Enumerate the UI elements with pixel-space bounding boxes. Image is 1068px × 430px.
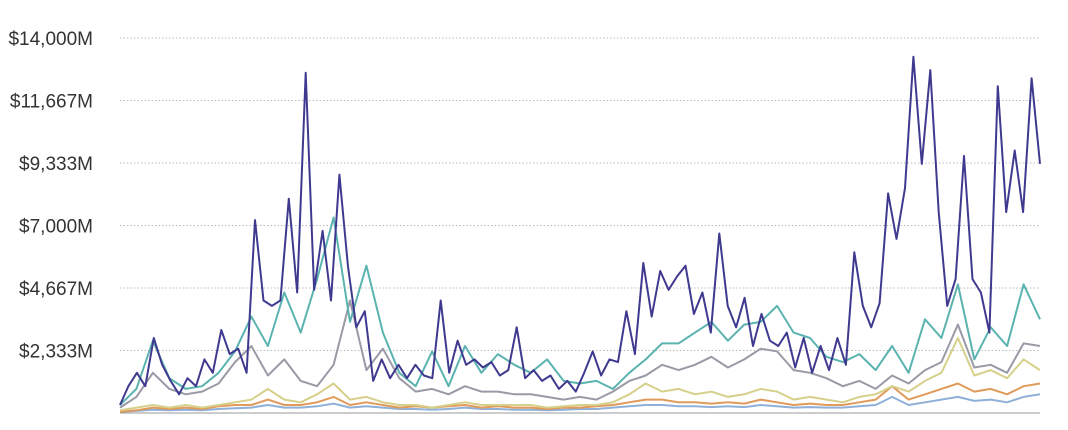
series-yellow-line xyxy=(119,337,1041,412)
y-tick-label: $14,000M xyxy=(8,29,93,50)
series-purple-line xyxy=(119,55,1041,406)
y-tick-label: $4,667M xyxy=(19,279,93,300)
series-blue-line xyxy=(119,393,1041,413)
y-tick-label: $7,000M xyxy=(19,217,93,238)
series-lines xyxy=(119,55,1041,413)
y-tick-label: $9,333M xyxy=(19,154,93,175)
y-tick-label: $11,667M xyxy=(10,91,93,112)
gridlines xyxy=(120,37,1040,352)
y-axis-ticks: $2,333M $4,667M $7,000M $9,333M $11,667M $14,… xyxy=(8,29,93,363)
series-orange-line xyxy=(119,382,1041,413)
y-tick-label: $2,333M xyxy=(19,342,93,363)
series-gray-line xyxy=(119,299,1041,409)
